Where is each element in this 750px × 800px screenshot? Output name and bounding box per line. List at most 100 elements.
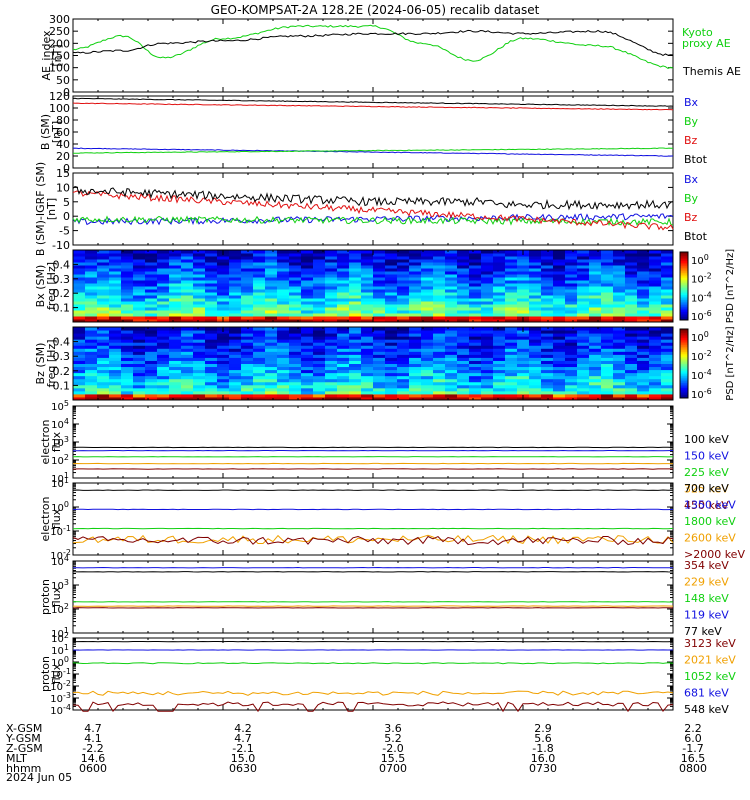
colorbar-cell bbox=[680, 385, 688, 389]
spectrogram-cell bbox=[109, 298, 122, 302]
spectrogram-cell bbox=[217, 372, 230, 377]
spectrogram-cell bbox=[445, 393, 458, 398]
spectrogram-cell bbox=[97, 271, 110, 275]
spectrogram-cell bbox=[553, 360, 566, 364]
ephemeris-value: -1.8 bbox=[532, 742, 553, 755]
spectrogram-cell bbox=[241, 396, 254, 401]
spectrogram-cell bbox=[373, 339, 386, 343]
spectrogram-cell bbox=[361, 327, 374, 331]
spectrogram-cell bbox=[313, 330, 326, 334]
spectrogram-cell bbox=[361, 289, 374, 293]
spectrogram-cell bbox=[157, 256, 170, 260]
spectrogram-cell bbox=[601, 277, 614, 281]
spectrogram-cell bbox=[637, 360, 650, 364]
spectrogram-cell bbox=[577, 372, 590, 377]
spectrogram-cell bbox=[289, 378, 302, 383]
spectrogram-cell bbox=[301, 342, 314, 346]
spectrogram-cell bbox=[361, 319, 374, 323]
spectrogram-cell bbox=[481, 307, 494, 311]
spectrogram-cell bbox=[325, 381, 338, 386]
spectrogram-cell bbox=[97, 393, 110, 398]
spectrogram-cell bbox=[313, 277, 326, 281]
colorbar-cell bbox=[680, 377, 688, 380]
spectrogram-cell bbox=[97, 307, 110, 311]
spectrogram-cell bbox=[109, 307, 122, 311]
spectrogram-cell bbox=[517, 280, 530, 284]
spectrogram-cell bbox=[577, 345, 590, 349]
spectrogram-cell bbox=[541, 354, 554, 358]
spectrogram-cell bbox=[277, 330, 290, 334]
spectrogram-cell bbox=[469, 262, 482, 266]
spectrogram-cell bbox=[433, 268, 446, 272]
spectrogram-cell bbox=[661, 304, 674, 308]
colorbar-cell bbox=[680, 346, 688, 349]
spectrogram-cell bbox=[313, 378, 326, 383]
spectrogram-cell bbox=[421, 253, 434, 257]
spectrogram-cell bbox=[229, 333, 242, 337]
spectrogram-cell bbox=[505, 298, 518, 302]
spectrogram-cell bbox=[73, 274, 86, 278]
spectrogram-cell bbox=[121, 292, 134, 296]
spectrogram-cell bbox=[157, 274, 170, 278]
spectrogram-cell bbox=[241, 304, 254, 308]
spectrogram-cell bbox=[385, 295, 398, 299]
spectrogram-cell bbox=[325, 295, 338, 299]
spectrogram-cell bbox=[637, 277, 650, 281]
spectrogram-cell bbox=[205, 342, 218, 346]
legend-item: Kyoto bbox=[682, 26, 713, 39]
spectrogram-cell bbox=[553, 292, 566, 296]
spectrogram-cell bbox=[505, 357, 518, 361]
spectrogram-cell bbox=[433, 390, 446, 395]
spectrogram-cell bbox=[445, 330, 458, 334]
spectrogram-cell bbox=[325, 319, 338, 323]
spectrogram-cell bbox=[553, 265, 566, 269]
spectrogram-cell bbox=[145, 304, 158, 308]
spectrogram-cell bbox=[193, 271, 206, 275]
spectrogram-cell bbox=[181, 351, 194, 355]
spectrogram-cell bbox=[577, 274, 590, 278]
spectrogram-cell bbox=[133, 271, 146, 275]
spectrogram-cell bbox=[361, 330, 374, 334]
spectrogram-cell bbox=[121, 372, 134, 377]
spectrogram-cell bbox=[637, 253, 650, 257]
spectrogram-cell bbox=[661, 274, 674, 278]
spectrogram-cell bbox=[109, 369, 122, 374]
spectrogram-cell bbox=[313, 351, 326, 355]
y-tick-label: 104 bbox=[51, 554, 69, 568]
spectrogram-cell bbox=[661, 351, 674, 355]
spectrogram-cell bbox=[385, 289, 398, 293]
spectrogram-cell bbox=[481, 292, 494, 296]
spectrogram-cell bbox=[277, 384, 290, 389]
spectrogram-cell bbox=[97, 369, 110, 374]
spectrogram-cell bbox=[193, 381, 206, 386]
spectrogram-cell bbox=[589, 319, 602, 323]
spectrogram-cell bbox=[469, 298, 482, 302]
spectrogram-cell bbox=[277, 366, 290, 371]
spectrogram-cell bbox=[301, 268, 314, 272]
spectrogram-cell bbox=[445, 396, 458, 401]
spectrogram-cell bbox=[445, 277, 458, 281]
spectrogram-cell bbox=[409, 396, 422, 401]
spectrogram-cell bbox=[193, 274, 206, 278]
spectrogram-cell bbox=[217, 259, 230, 263]
spectrogram-cell bbox=[301, 283, 314, 287]
spectrogram-cell bbox=[469, 366, 482, 371]
spectrogram-cell bbox=[445, 262, 458, 266]
spectrogram-cell bbox=[601, 301, 614, 305]
spectrogram-cell bbox=[637, 319, 650, 323]
spectrogram-cell bbox=[457, 289, 470, 293]
spectrogram-cell bbox=[277, 277, 290, 281]
spectrogram-cell bbox=[409, 319, 422, 323]
spectrogram-cell bbox=[385, 265, 398, 269]
spectrogram-cell bbox=[421, 265, 434, 269]
spectrogram-cell bbox=[229, 357, 242, 361]
spectrogram-cell bbox=[433, 369, 446, 374]
spectrogram-cell bbox=[157, 262, 170, 266]
spectrogram-cell bbox=[421, 348, 434, 352]
spectrogram-cell bbox=[409, 256, 422, 260]
spectrogram-cell bbox=[565, 351, 578, 355]
spectrogram-cell bbox=[565, 316, 578, 320]
spectrogram-cell bbox=[613, 271, 626, 275]
spectrogram-cell bbox=[577, 289, 590, 293]
spectrogram-cell bbox=[265, 354, 278, 358]
